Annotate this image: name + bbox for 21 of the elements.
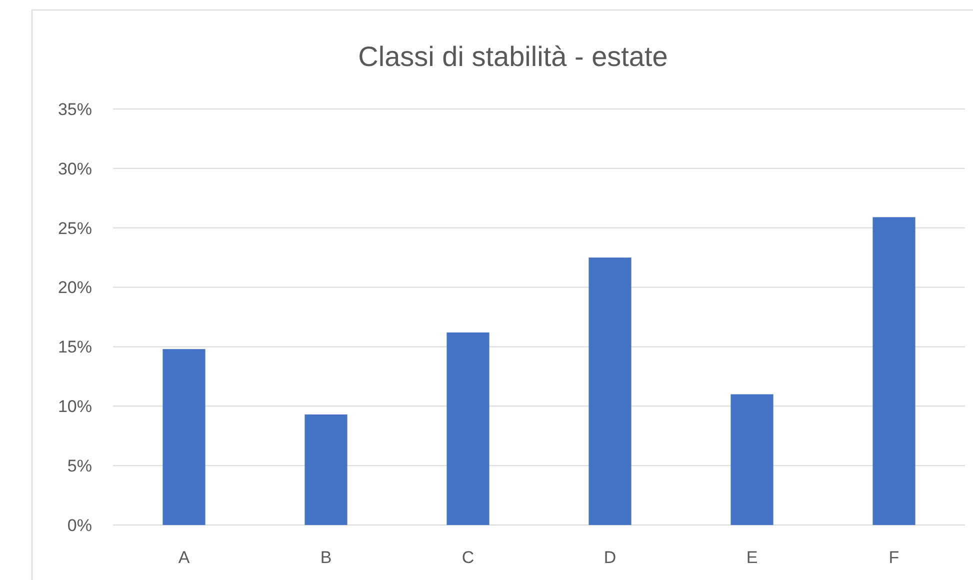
y-tick-label: 35% <box>58 100 92 119</box>
x-tick-label: D <box>604 548 616 567</box>
bar <box>162 349 206 525</box>
x-tick-label: F <box>888 548 900 567</box>
x-tick-label: E <box>746 548 758 567</box>
bar <box>304 414 348 525</box>
x-tick-label: A <box>178 548 190 567</box>
y-tick-label: 20% <box>58 278 92 298</box>
bar <box>446 332 490 525</box>
y-tick-label: 10% <box>58 397 92 416</box>
bar <box>730 394 774 525</box>
y-tick-label: 25% <box>58 218 92 238</box>
x-tick-label: C <box>462 548 474 567</box>
bar <box>872 217 916 525</box>
chart-title: Classi di stabilità - estate <box>358 41 668 72</box>
x-tick-label: B <box>320 548 332 567</box>
bar <box>588 258 632 525</box>
y-tick-label: 5% <box>67 456 92 476</box>
y-tick-label: 0% <box>67 516 92 535</box>
y-tick-label: 30% <box>58 159 92 178</box>
y-tick-label: 15% <box>58 338 92 357</box>
